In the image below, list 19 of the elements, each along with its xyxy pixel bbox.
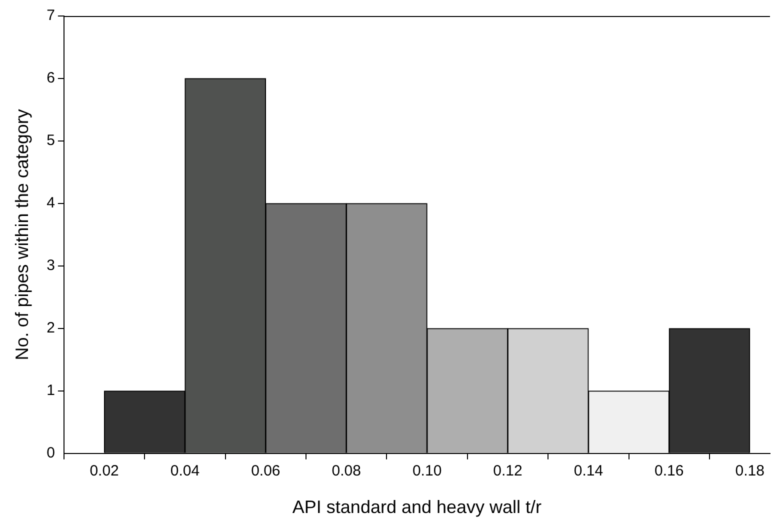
x-tick-label: 0.04	[170, 462, 200, 480]
x-tick-label: 0.18	[735, 462, 764, 480]
y-tick-label: 7	[46, 7, 55, 24]
x-tick-label: 0.16	[654, 462, 684, 480]
y-tick-label: 3	[46, 257, 55, 274]
y-tick-label: 4	[46, 194, 55, 212]
y-axis-title: No. of pipes within the category	[12, 109, 32, 360]
y-tick-label: 1	[46, 382, 55, 400]
x-tick-label: 0.02	[90, 462, 119, 480]
x-tick-label: 0.10	[412, 462, 442, 480]
y-tick-label: 6	[46, 70, 55, 87]
x-tick-label: 0.12	[493, 462, 522, 480]
y-tick-label: 2	[46, 320, 55, 337]
y-tick-label: 0	[46, 444, 55, 462]
y-tick-label: 5	[46, 132, 55, 150]
x-tick-label: 0.08	[332, 462, 361, 480]
x-tick-label: 0.06	[251, 462, 280, 480]
x-tick-label: 0.14	[574, 462, 604, 480]
x-axis-title: API standard and heavy wall t/r	[292, 497, 542, 518]
